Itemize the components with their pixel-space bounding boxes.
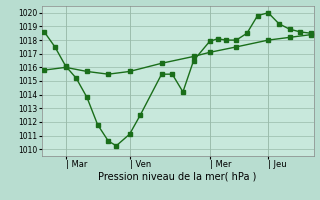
X-axis label: Pression niveau de la mer( hPa ): Pression niveau de la mer( hPa ) — [99, 172, 257, 182]
